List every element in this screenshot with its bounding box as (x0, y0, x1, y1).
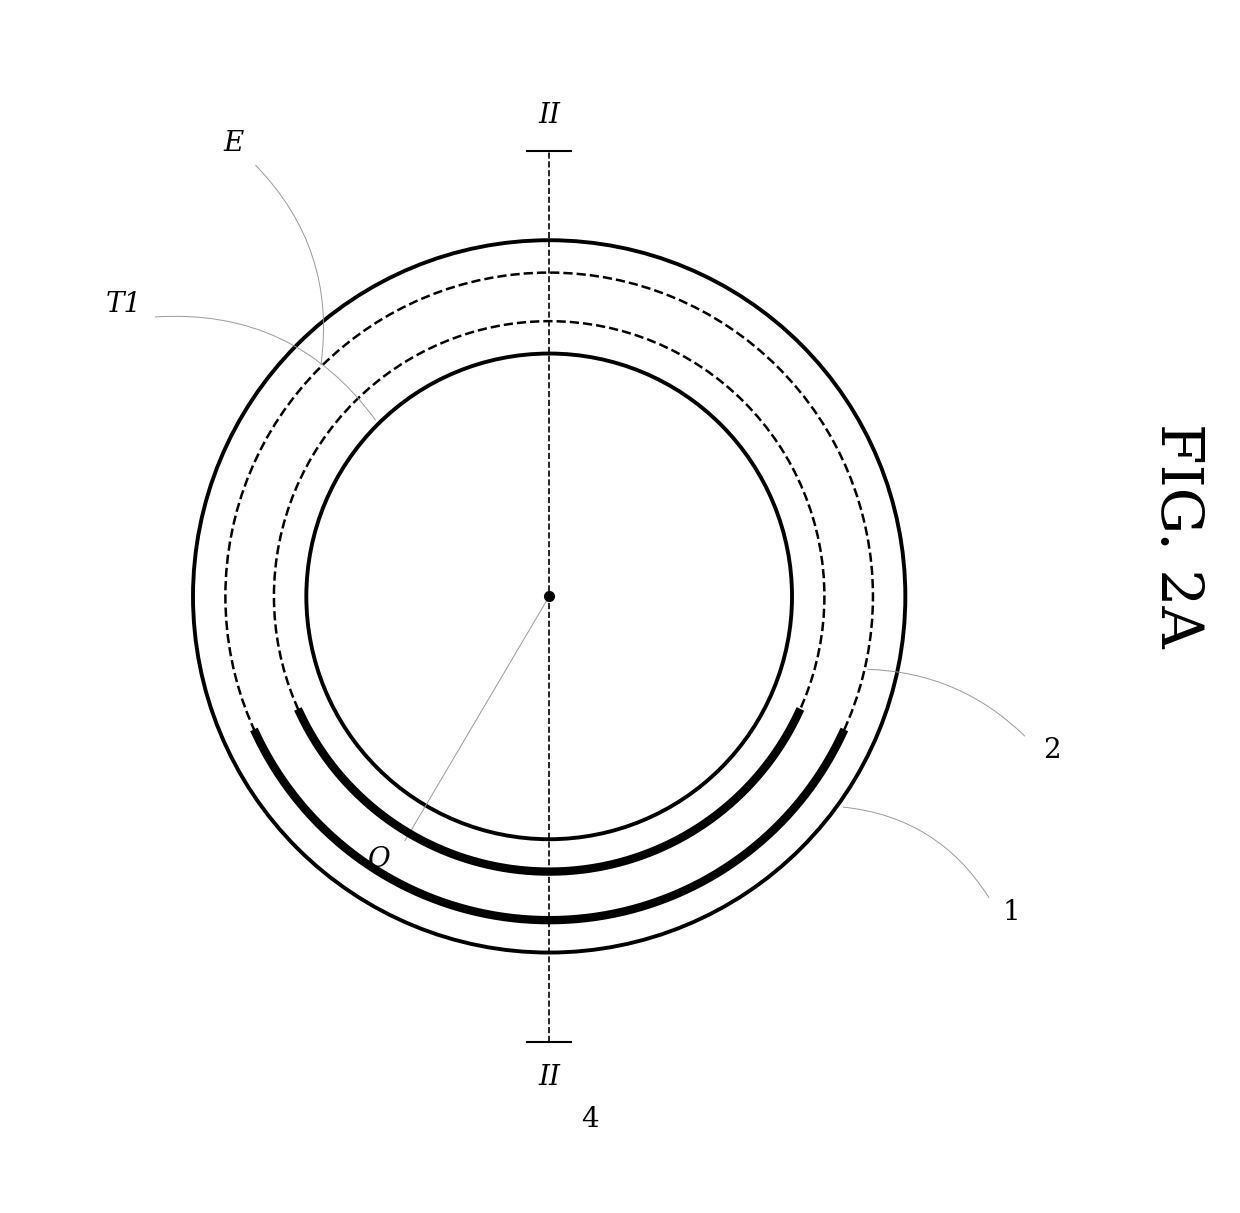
Text: 4: 4 (582, 1106, 599, 1133)
Text: T1: T1 (107, 291, 143, 319)
Text: FIG. 2A: FIG. 2A (1148, 423, 1204, 648)
Text: II: II (538, 1064, 560, 1090)
Text: 2: 2 (1043, 736, 1060, 764)
Text: O: O (368, 845, 391, 873)
Text: II: II (538, 102, 560, 129)
Text: E: E (223, 130, 243, 156)
Text: 1: 1 (1002, 899, 1021, 926)
